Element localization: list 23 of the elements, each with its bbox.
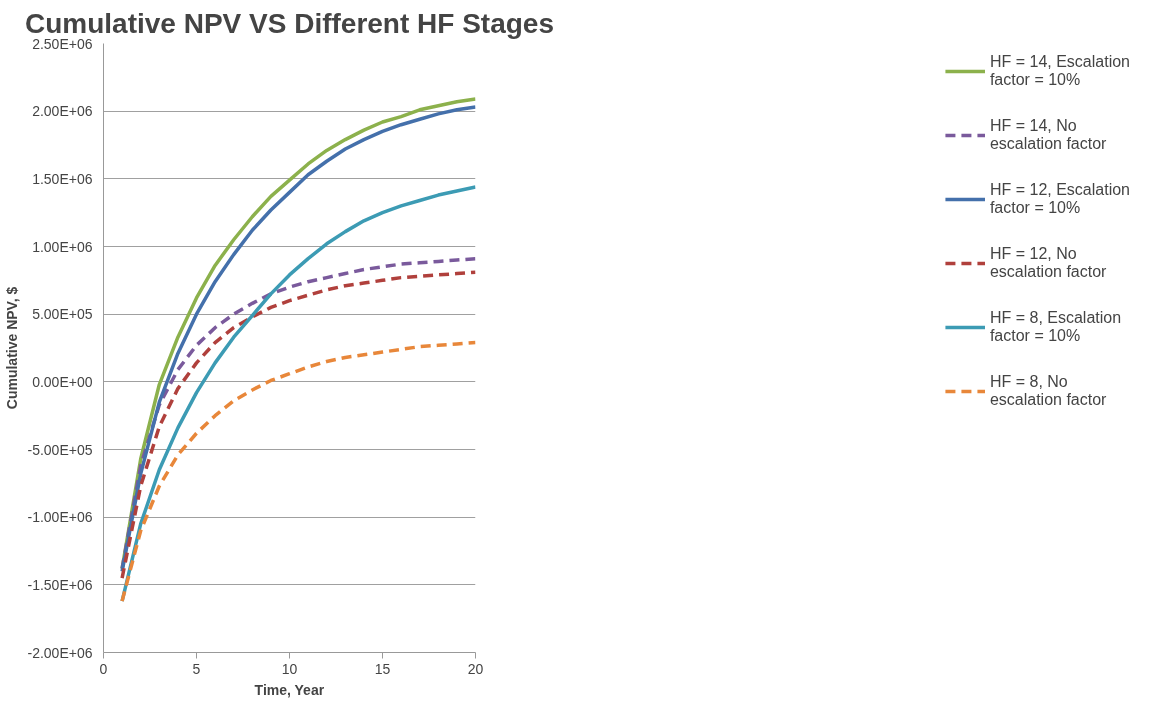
y-tick-label: -1.00E+06 xyxy=(27,509,93,526)
legend-label: HF = 14, No escalation factor xyxy=(989,117,1107,153)
legend-label: HF = 8, No escalation factor xyxy=(989,373,1107,409)
y-tick-label: 2.00E+06 xyxy=(32,103,93,120)
legend-label: HF = 12, Escalation factor = 10% xyxy=(989,181,1130,217)
y-tick-label: -2.00E+06 xyxy=(27,644,93,661)
y-tick-label: -1.50E+06 xyxy=(27,576,93,593)
legend-label: HF = 8, Escalation factor = 10% xyxy=(989,309,1122,345)
legend-label: HF = 14, Escalation factor = 10% xyxy=(989,53,1130,89)
y-tick-label: -5.00E+05 xyxy=(27,441,93,458)
x-tick-label: 0 xyxy=(99,660,108,677)
line-series xyxy=(120,340,476,603)
x-tick-label: 5 xyxy=(192,660,201,677)
y-tick-label: 5.00E+05 xyxy=(32,306,93,323)
x-axis-title: Time, Year xyxy=(254,681,325,698)
x-tick-label: 10 xyxy=(281,660,298,677)
y-axis-title: Cumulative NPV, $ xyxy=(3,286,20,410)
y-tick-label: 1.50E+06 xyxy=(32,170,93,187)
legend-label: HF = 12, No escalation factor xyxy=(989,245,1107,281)
x-tick-label: 20 xyxy=(467,660,484,677)
y-tick-label: 1.00E+06 xyxy=(32,238,93,255)
x-tick-label: 15 xyxy=(374,660,391,677)
y-tick-label: 0.00E+00 xyxy=(32,373,93,390)
